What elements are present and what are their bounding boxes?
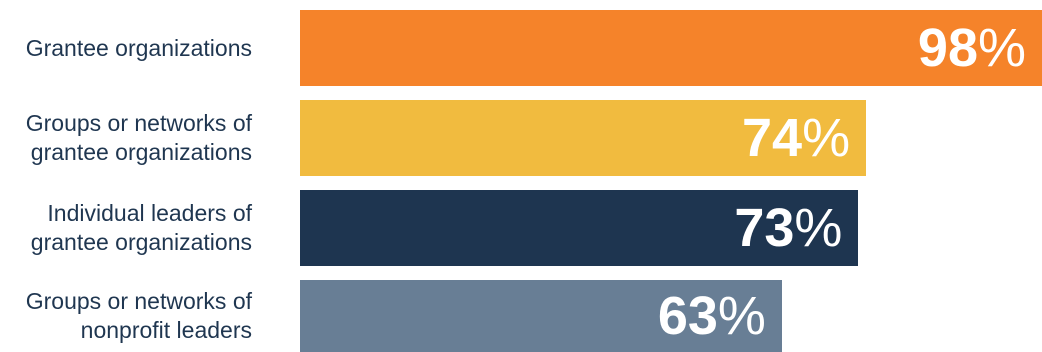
- data-label-percent-sign: %: [802, 108, 851, 168]
- data-label-value: 63: [657, 286, 718, 346]
- bar-groups-networks-grantee-organizations: 74%: [300, 100, 867, 176]
- category-label-groups-networks-nonprofit-leaders: Groups or networks of nonprofit leaders: [25, 288, 252, 343]
- data-label-groups-networks-nonprofit-leaders: 63%: [658, 289, 766, 343]
- data-label-grantee-organizations: 98%: [918, 21, 1026, 75]
- bar-individual-leaders-grantee-organizations: 73%: [300, 190, 859, 266]
- data-label-percent-sign: %: [717, 286, 766, 346]
- bar-row-groups-networks-grantee-organizations: Groups or networks of grantee organizati…: [0, 100, 1042, 176]
- data-label-value: 98: [917, 18, 978, 78]
- bar-row-individual-leaders-grantee-organizations: Individual leaders of grantee organizati…: [0, 190, 1042, 266]
- bar-grantee-organizations: 98%: [300, 10, 1042, 86]
- data-label-percent-sign: %: [794, 198, 843, 258]
- category-label-grantee-organizations: Grantee organizations: [25, 34, 252, 61]
- category-label-individual-leaders-grantee-organizations: Individual leaders of grantee organizati…: [30, 200, 252, 255]
- data-label-groups-networks-grantee-organizations: 74%: [742, 111, 850, 165]
- data-label-value: 74: [742, 108, 803, 168]
- category-label-groups-networks-grantee-organizations: Groups or networks of grantee organizati…: [25, 110, 252, 165]
- data-label-value: 73: [734, 198, 795, 258]
- bar-row-groups-networks-nonprofit-leaders: Groups or networks of nonprofit leaders …: [0, 280, 1042, 352]
- bar-row-grantee-organizations: Grantee organizations 98%: [0, 10, 1042, 86]
- bar-groups-networks-nonprofit-leaders: 63%: [300, 280, 782, 352]
- data-label-percent-sign: %: [977, 18, 1026, 78]
- data-label-individual-leaders-grantee-organizations: 73%: [734, 201, 842, 255]
